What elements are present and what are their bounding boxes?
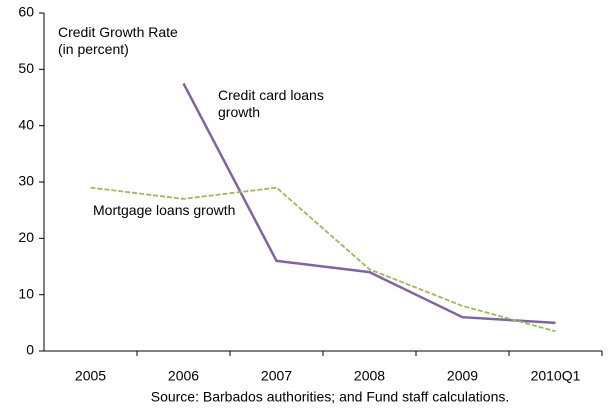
series-line [90, 186, 556, 333]
x-tick-label: 2008 [354, 368, 385, 384]
y-tick-label: 20 [18, 229, 34, 245]
x-tick-label: 2005 [75, 368, 106, 384]
series-line [182, 82, 556, 325]
x-tick-label: 2010Q1 [531, 368, 581, 384]
x-tick-label: 2009 [447, 368, 478, 384]
y-tick-label: 0 [26, 342, 34, 358]
chart-subtitle: (in percent) [58, 41, 129, 57]
y-tick-label: 10 [18, 285, 34, 301]
y-tick-label: 60 [18, 4, 34, 20]
y-tick-label: 40 [18, 116, 34, 132]
x-tick-label: 2007 [261, 368, 292, 384]
y-tick-label: 30 [18, 173, 34, 189]
chart-title: Credit Growth Rate [58, 24, 178, 40]
y-tick-label: 50 [18, 60, 34, 76]
x-tick-label: 2006 [168, 368, 199, 384]
series-label: Credit card loans growth [218, 87, 324, 120]
source-note: Source: Barbados authorities; and Fund s… [151, 389, 510, 405]
series-label: Mortgage loans growth [93, 202, 236, 218]
